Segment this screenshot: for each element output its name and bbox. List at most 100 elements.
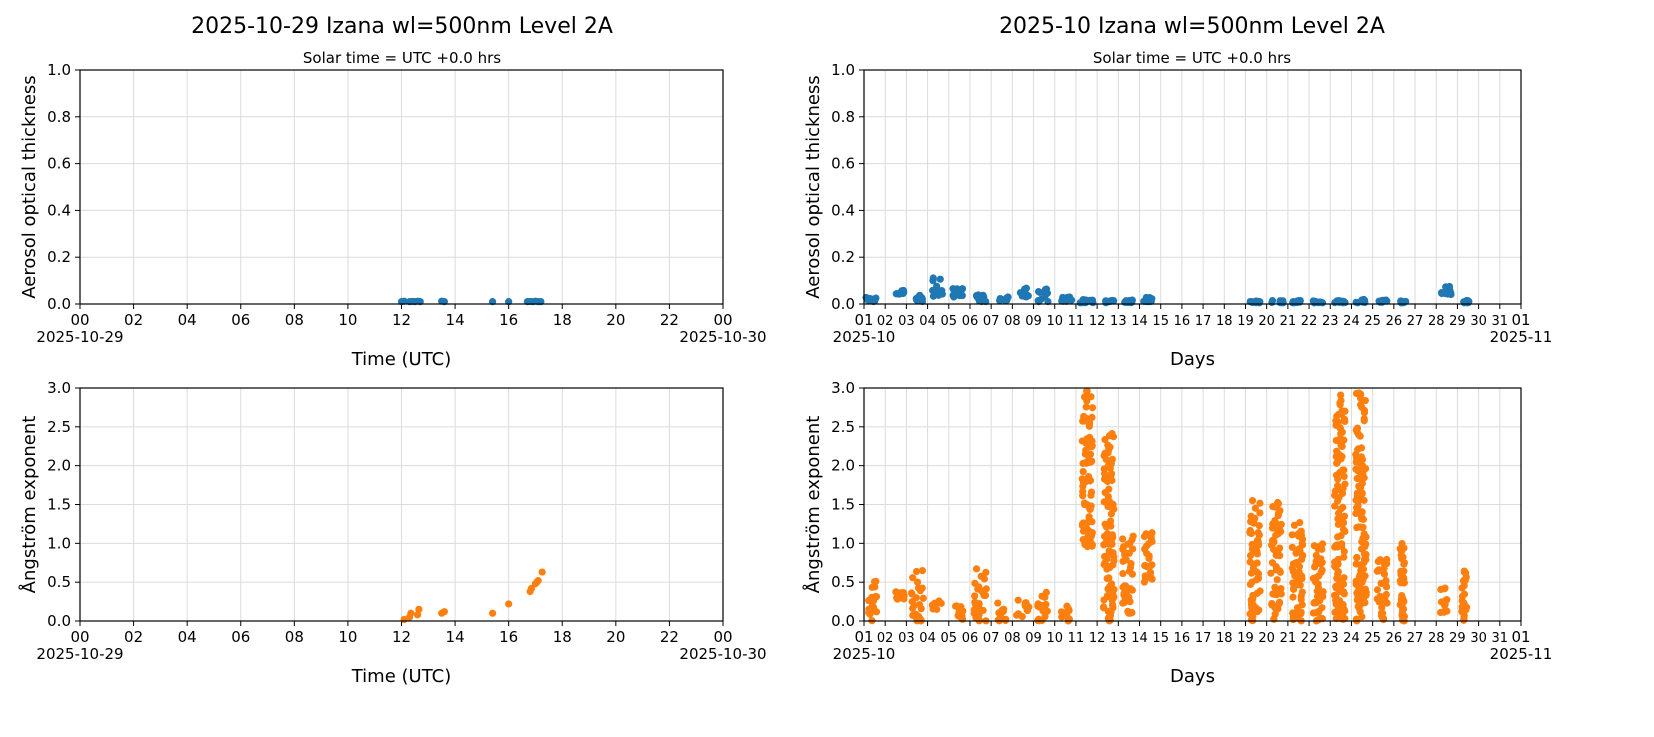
data-point — [982, 568, 990, 577]
data-point — [1333, 459, 1341, 467]
data-point — [1336, 424, 1344, 432]
x-tick-label: 00 — [70, 628, 89, 646]
data-point — [1107, 522, 1115, 530]
data-point — [1269, 545, 1278, 554]
data-point — [1355, 593, 1363, 601]
data-point — [1084, 472, 1093, 481]
data-point — [1105, 485, 1113, 493]
data-point — [1295, 568, 1303, 576]
data-point — [1248, 497, 1257, 505]
data-point — [1436, 608, 1445, 617]
x-tick-label: 01 — [854, 311, 873, 329]
data-point — [865, 608, 873, 617]
data-point — [868, 594, 876, 602]
data-point — [1088, 404, 1097, 412]
data-point — [917, 605, 925, 613]
data-point — [1317, 298, 1326, 306]
data-point — [1256, 499, 1264, 507]
data-point — [1088, 529, 1096, 537]
data-point — [1272, 590, 1280, 598]
data-point — [1443, 596, 1451, 604]
data-point — [1276, 507, 1284, 515]
data-point — [1398, 539, 1406, 548]
y-axis-label: Ångström exponent — [802, 416, 824, 594]
data-point — [1082, 439, 1090, 447]
data-point — [1100, 498, 1108, 506]
data-point — [1319, 588, 1327, 596]
data-point — [1338, 407, 1346, 415]
x-tick-label: 12 — [392, 628, 411, 646]
x-axis-label: Days — [1170, 349, 1215, 370]
x-date-right: 2025-11 — [1490, 328, 1553, 346]
x-tick-label: 06 — [962, 314, 979, 329]
data-point — [1354, 445, 1363, 453]
data-point — [1119, 569, 1127, 578]
data-point — [1109, 297, 1118, 305]
x-tick-label: 24 — [1343, 314, 1360, 329]
daily-title: 2025-10-29 Izana wl=500nm Level 2A — [191, 14, 613, 39]
data-point — [1340, 436, 1348, 444]
data-point — [868, 583, 876, 591]
y-axis-label: Aerosol optical thickness — [803, 75, 824, 298]
x-tick-label: 27 — [1407, 314, 1424, 329]
y-tick-label: 0.0 — [831, 612, 855, 630]
data-point — [1397, 570, 1405, 579]
data-point — [1079, 459, 1087, 468]
x-tick-label: 18 — [553, 628, 572, 646]
data-point — [1352, 465, 1360, 473]
y-tick-label: 3.0 — [831, 379, 855, 397]
data-point — [1288, 531, 1296, 539]
data-point — [1296, 581, 1304, 589]
axes-frame — [863, 69, 1522, 305]
data-point — [1337, 430, 1345, 438]
y-tick-label: 0.4 — [831, 201, 855, 219]
data-point — [1107, 510, 1115, 518]
x-tick-label: 28 — [1428, 631, 1445, 646]
data-point — [1108, 504, 1116, 513]
data-point — [900, 592, 908, 600]
monthly-aod-axes: 01 02 03 04 05 06 07 08 09 10 11 12 13 14 15 16 17 18 19 20… — [803, 61, 1552, 370]
data-point — [1108, 476, 1116, 485]
data-point — [1041, 593, 1049, 601]
data-point — [1268, 601, 1276, 609]
x-tick-label: 02 — [124, 628, 143, 646]
data-point — [1359, 534, 1367, 542]
x-tick-label: 00 — [713, 628, 732, 646]
data-point — [1352, 509, 1360, 518]
data-point — [1360, 409, 1369, 417]
data-point — [1458, 603, 1466, 611]
data-point — [1100, 603, 1108, 611]
data-point — [954, 612, 962, 620]
data-point — [998, 606, 1006, 614]
data-point — [1313, 587, 1321, 595]
data-point — [1339, 580, 1348, 588]
data-point — [1043, 607, 1051, 615]
data-point — [936, 275, 944, 283]
data-point — [1271, 516, 1279, 525]
data-point — [1357, 509, 1365, 517]
data-point — [1399, 553, 1407, 561]
x-tick-label: 00 — [70, 311, 89, 329]
data-point — [1002, 615, 1010, 623]
axes-frame — [79, 387, 724, 622]
data-point — [1254, 297, 1262, 306]
y-tick-label: 0.6 — [831, 155, 855, 173]
data-point — [1377, 609, 1386, 617]
data-point — [1339, 600, 1347, 609]
data-point — [1331, 543, 1339, 551]
data-point — [1397, 547, 1405, 555]
x-tick-label: 10 — [338, 628, 357, 646]
data-point — [1310, 542, 1318, 550]
data-point — [970, 609, 978, 618]
data-point — [1274, 500, 1283, 508]
data-point — [1105, 532, 1114, 540]
daily-aod-axes: 00 02 04 06 08 10 12 14 16 18 20 22 000.00.20.40.60.… — [19, 61, 767, 370]
data-point — [1341, 480, 1349, 488]
y-tick-label: 0.5 — [47, 573, 71, 591]
data-point — [1085, 513, 1093, 521]
data-point — [1105, 461, 1113, 469]
data-point — [1104, 492, 1112, 501]
data-point — [958, 291, 966, 300]
data-point — [1318, 540, 1327, 548]
data-point — [918, 584, 926, 592]
